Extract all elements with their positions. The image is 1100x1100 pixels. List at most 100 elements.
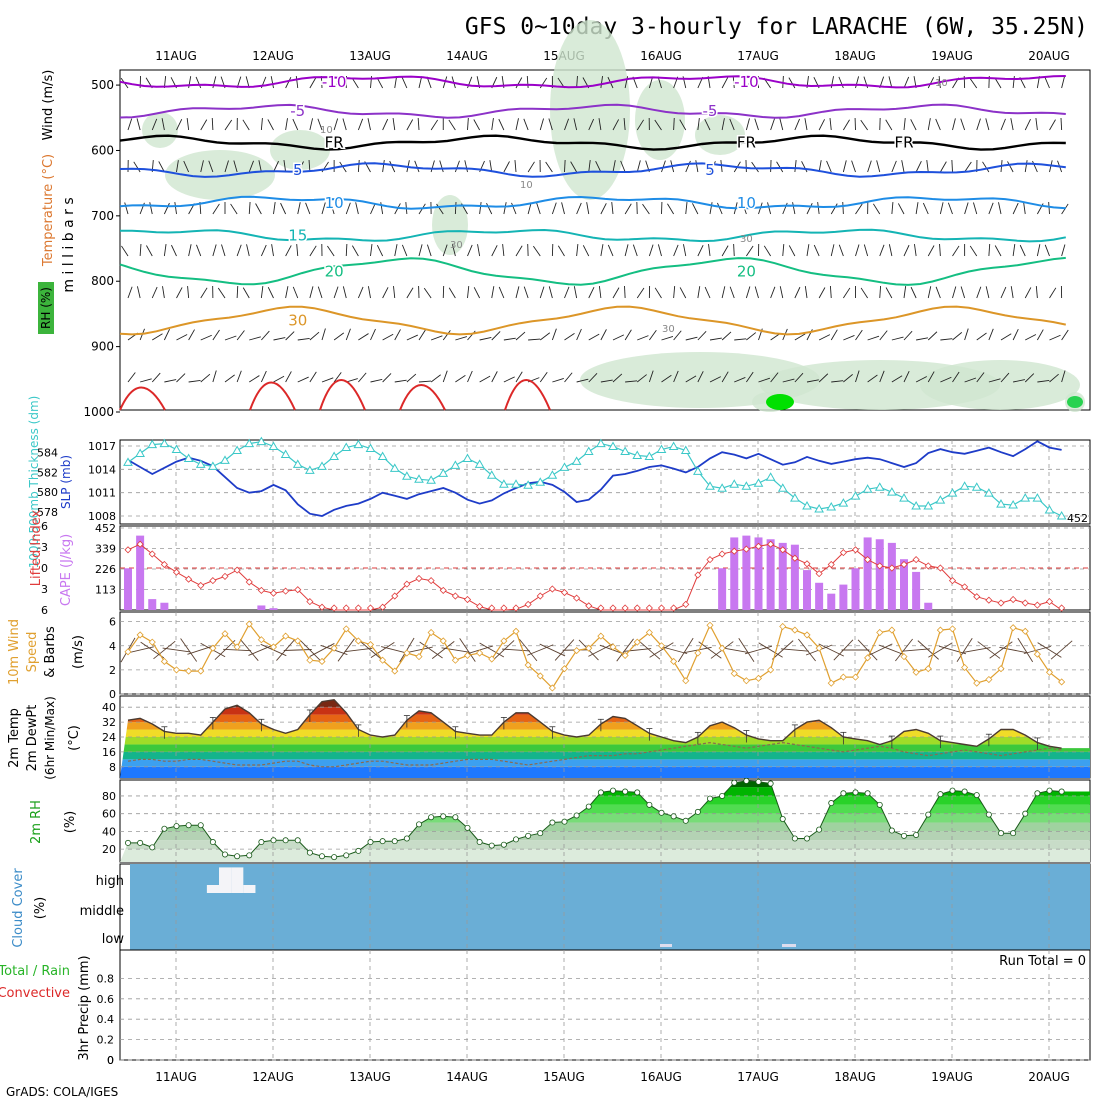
wind-barb: [295, 76, 299, 89]
temp-axis-label: 2m DewPt: [25, 705, 40, 772]
thickness-point: [511, 479, 521, 488]
li-point: [391, 592, 399, 600]
contour-label: -5: [703, 102, 718, 120]
thickness-point: [353, 439, 364, 449]
contour-label: -10: [322, 73, 347, 91]
wind-speed-point: [706, 621, 714, 629]
wind-barb: [124, 202, 129, 215]
wind-speed-point: [379, 656, 387, 664]
y-tick-label: 600: [91, 143, 114, 157]
wind-barb: [632, 244, 638, 257]
thickness-point: [656, 444, 667, 454]
wind-barb: [133, 161, 141, 173]
contour-label: 5: [293, 161, 303, 179]
cloud-level-label: middle: [80, 904, 124, 919]
wind-speed-point: [948, 625, 957, 633]
li-point: [730, 547, 738, 555]
li-point: [621, 604, 629, 612]
rh-point: [428, 814, 435, 821]
cape-bar: [148, 599, 157, 610]
wind-speed-line: [127, 623, 1062, 689]
precip-tick-label: 0.8: [97, 972, 115, 985]
wind-barb: [767, 202, 772, 215]
wind-barb: [915, 161, 922, 173]
wind-barb: [418, 329, 426, 341]
wind-barb: [817, 202, 820, 215]
li-point: [282, 587, 290, 595]
wind-barb: [255, 203, 262, 215]
rh-point: [561, 818, 568, 825]
wind-barb: [624, 244, 629, 257]
temp-axis-label: (°C): [67, 725, 82, 751]
rh-point: [779, 816, 786, 823]
wind-barb: [292, 118, 299, 131]
wind-barb: [564, 333, 575, 341]
wind-barb: [382, 118, 389, 131]
wind-barb: [794, 372, 804, 383]
bottom-date-label: 17AUG: [737, 1070, 779, 1084]
thickness-point: [802, 501, 812, 510]
wind-barb: [333, 286, 339, 299]
thickness-point: [1056, 510, 1067, 520]
wind-barb: [406, 373, 417, 383]
li-point: [682, 600, 690, 608]
wind-barb: [224, 335, 237, 341]
wind-barb: [394, 76, 398, 89]
rh-band: [120, 840, 1090, 850]
wind-barb: [309, 245, 317, 257]
wind-barb: [770, 286, 776, 299]
slp-tick-label: 1014: [88, 463, 116, 476]
wind-barb: [351, 77, 359, 89]
top-date-label: 20AUG: [1028, 49, 1070, 63]
wind-barb: [1000, 333, 1012, 341]
wind-barb: [624, 203, 632, 215]
wind-speed-point: [924, 665, 932, 673]
wind-barb: [661, 374, 672, 383]
wind-tick-label: 0: [109, 688, 116, 701]
rh-point: [161, 825, 168, 832]
li-point: [948, 577, 957, 585]
thickness-point: [305, 465, 315, 474]
wind-barb: [358, 333, 369, 341]
wind-speed-point: [573, 647, 581, 655]
wind-barb: [738, 638, 755, 662]
wind-barb: [280, 202, 287, 215]
wind-barb: [285, 118, 288, 131]
wind-speed-point: [354, 637, 362, 645]
wind-barb: [709, 202, 713, 215]
wind-speed-point: [318, 657, 326, 666]
wind-barb: [573, 118, 578, 131]
rh-point: [719, 792, 726, 799]
li-point: [742, 545, 750, 553]
wind-barb: [454, 160, 460, 173]
wind-barb: [982, 161, 990, 173]
wind-barb: [1024, 119, 1031, 131]
li-point: [1045, 598, 1054, 606]
wind-barb: [163, 202, 170, 215]
wind-barb: [888, 244, 893, 257]
wind-barb: [545, 161, 553, 173]
wind-barb: [732, 76, 735, 89]
li-point: [185, 575, 193, 583]
wind-barb: [491, 331, 501, 341]
wind-barb: [964, 377, 977, 383]
wind-barb: [1049, 119, 1056, 131]
thickness-point: [147, 439, 158, 449]
wind-barb: [830, 329, 838, 341]
wind-barb: [1049, 287, 1057, 299]
wind-speed-point: [427, 628, 435, 637]
rh-point: [306, 849, 313, 856]
temperature-contour: [119, 75, 1066, 89]
precip-tick-label: 0.4: [97, 1013, 115, 1026]
low-cloud-bar: [660, 944, 672, 947]
wind-barb: [162, 647, 191, 653]
wind-barb: [654, 287, 662, 299]
wind-barb: [903, 330, 913, 341]
wind-barb: [200, 119, 208, 131]
wind-barb: [515, 77, 523, 89]
li-point: [961, 583, 969, 591]
wind-barb: [426, 244, 432, 257]
wind-speed-point: [657, 642, 666, 650]
wind-barb: [620, 160, 626, 173]
wind-barb: [491, 245, 498, 257]
